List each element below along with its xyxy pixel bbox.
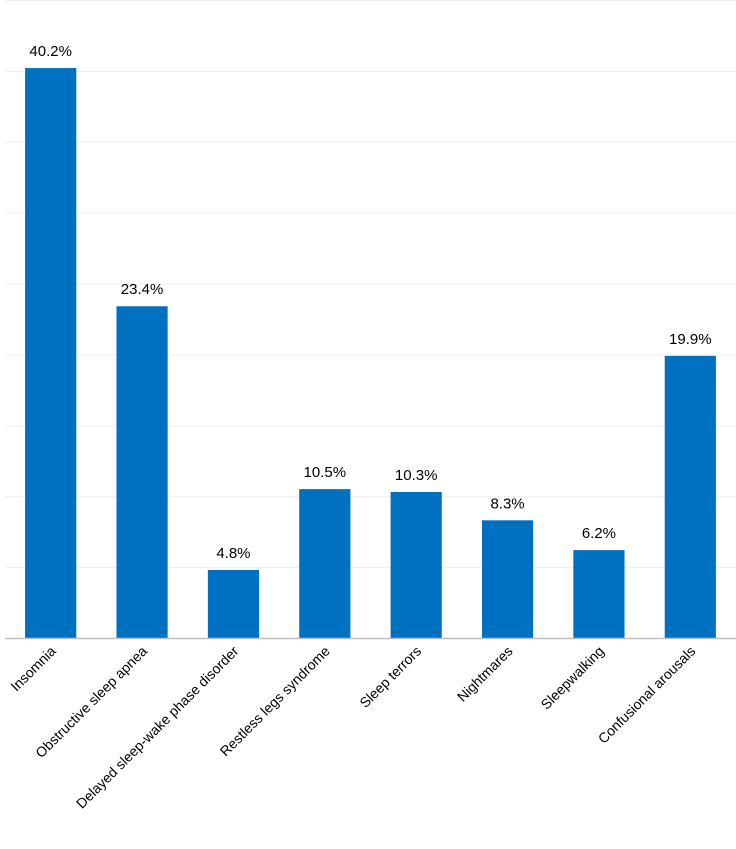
bar-4 [390,491,442,638]
data-label: 19.9% [669,331,712,348]
category-label: Confusional arousals [595,643,699,747]
data-label: 23.4% [121,281,164,298]
bar-1 [116,306,168,638]
category-label: Sleep terrors [356,643,424,711]
category-label: Nightmares [454,643,516,705]
bar-3 [299,489,351,638]
category-label: Delayed sleep-wake phase disorder [73,643,242,812]
category-label: Insomnia [7,643,59,695]
bar-2 [207,569,260,638]
category-label: Sleepwalking [537,643,607,713]
bar-0 [25,68,77,638]
data-label: 8.3% [490,495,524,512]
data-label: 10.3% [395,467,438,484]
data-label: 6.2% [582,525,616,542]
bar-5 [481,520,534,638]
bar-6 [573,550,625,638]
data-label: 4.8% [216,545,250,562]
data-label: 10.5% [304,464,347,481]
data-label: 40.2% [29,43,72,60]
bar-7 [664,355,716,638]
